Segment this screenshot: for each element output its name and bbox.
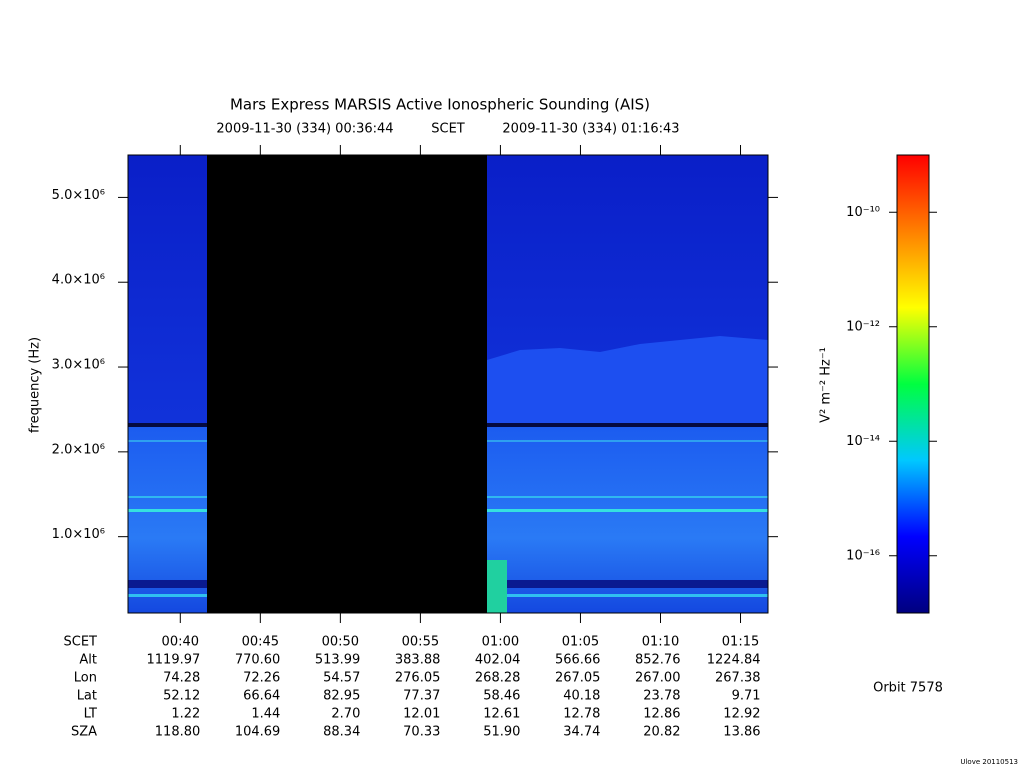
ephemeris-value: 34.74 [563,725,600,740]
ephemeris-value: 852.76 [635,653,681,668]
ephemeris-value: 20.82 [643,725,680,740]
y-tick-label: 5.0×10⁶ [52,188,105,203]
ephemeris-value: 1119.97 [147,653,201,668]
ephemeris-value: 267.00 [635,671,681,686]
spectrogram-patch [487,560,507,613]
colorbar-tick-label: 10⁻¹² [846,319,880,334]
ephemeris-value: 58.46 [483,689,520,704]
y-axis-label: frequency (Hz) [28,337,43,433]
ephemeris-label: Alt [79,653,97,668]
ephemeris-value: 54.57 [323,671,360,686]
ephemeris-value: 118.80 [155,725,201,740]
y-tick-label: 2.0×10⁶ [52,442,105,457]
footer: Ulove 20110513 [960,758,1018,766]
ephemeris-label: Lon [74,671,97,686]
ephemeris-value: 402.04 [475,653,521,668]
colorbar-tick-label: 10⁻¹⁶ [846,548,880,563]
ephemeris-value: 70.33 [403,725,440,740]
ephemeris-value: 88.34 [323,725,360,740]
ephemeris-value: 77.37 [403,689,440,704]
ephemeris-value: 52.12 [163,689,200,704]
orbit: Orbit 7578 [873,681,943,696]
ephemeris-value: 9.71 [732,689,761,704]
ephemeris-value: 12.61 [483,707,520,722]
data-gap [207,155,487,613]
colorbar-tick-label: 10⁻¹⁰ [846,205,880,220]
x-tick-label: 01:10 [642,635,679,650]
ephemeris-value: 74.28 [163,671,200,686]
ephemeris-value: 383.88 [395,653,441,668]
x-tick-label: 00:55 [402,635,439,650]
ephemeris-value: 12.86 [643,707,680,722]
ephemeris-label: SCET [64,635,98,650]
ephemeris-value: 12.01 [403,707,440,722]
ephemeris-value: 12.78 [563,707,600,722]
x-tick-label: 00:40 [162,635,199,650]
colorbar [896,154,930,614]
ephemeris-value: 268.28 [475,671,521,686]
ephemeris-value: 2.70 [331,707,360,722]
ephemeris-value: 66.64 [243,689,280,704]
ephemeris-value: 40.18 [563,689,600,704]
x-tick-label: 00:50 [322,635,359,650]
x-tick-label: 01:05 [562,635,599,650]
ephemeris-value: 267.05 [555,671,601,686]
colorbar-label: V² m⁻² Hz⁻¹ [819,347,834,423]
ephemeris-value: 23.78 [643,689,680,704]
y-tick-label: 3.0×10⁶ [52,358,105,373]
ephemeris-value: 267.38 [715,671,761,686]
ephemeris-value: 1.44 [251,707,280,722]
ephemeris-value: 13.86 [723,725,760,740]
chart-title: Mars Express MARSIS Active Ionospheric S… [230,96,650,114]
x-tick-label: 00:45 [242,635,279,650]
x-tick-label: 01:00 [482,635,519,650]
ephemeris-value: 51.90 [483,725,520,740]
ephemeris-value: 72.26 [243,671,280,686]
x-tick-label: 01:15 [722,635,759,650]
spectrogram-echo [487,336,768,427]
ephemeris-label: SZA [71,725,97,740]
ephemeris-label: LT [84,707,97,722]
y-tick-label: 4.0×10⁶ [52,273,105,288]
ephemeris-value: 276.05 [395,671,441,686]
ephemeris-value: 566.66 [555,653,601,668]
end-time: 2009-11-30 (334) 01:16:43 [502,122,679,137]
ephemeris-value: 513.99 [315,653,361,668]
ephemeris-value: 82.95 [323,689,360,704]
ephemeris-value: 770.60 [235,653,281,668]
ephemeris-value: 1.22 [171,707,200,722]
ephemeris-label: Lat [77,689,97,704]
y-tick-label: 1.0×10⁶ [52,527,105,542]
ephemeris-value: 1224.84 [707,653,761,668]
time-system: SCET [431,122,465,137]
colorbar-tick-label: 10⁻¹⁴ [846,434,880,449]
ephemeris-value: 12.92 [723,707,760,722]
ephemeris-value: 104.69 [235,725,281,740]
spectrogram [128,155,768,613]
plot-frame [127,154,769,614]
start-time: 2009-11-30 (334) 00:36:44 [216,122,393,137]
